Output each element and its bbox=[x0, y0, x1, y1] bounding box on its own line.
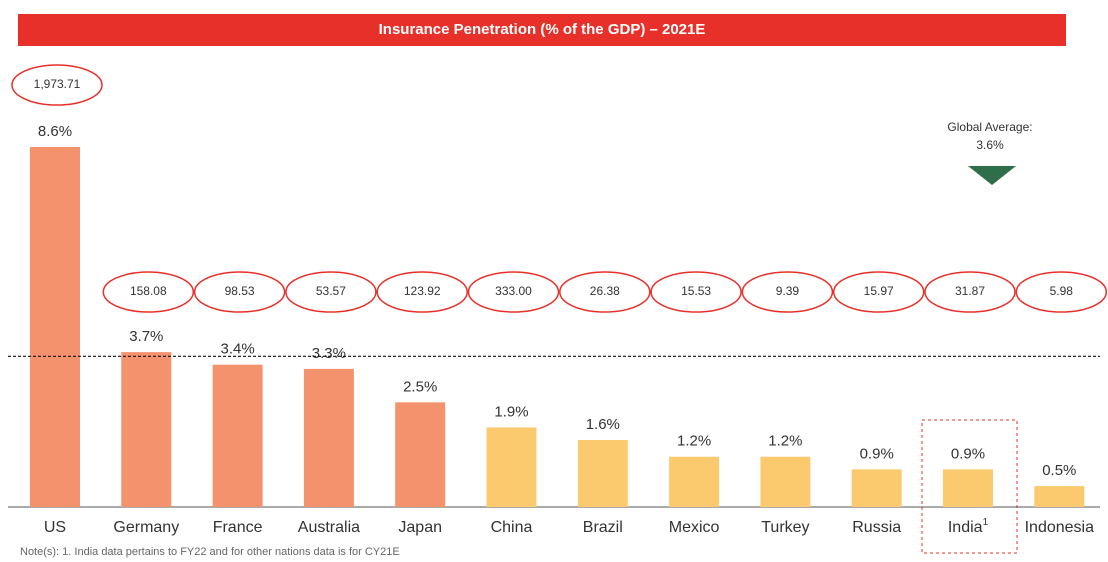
category-label: Russia bbox=[852, 519, 901, 536]
circled-label: 333.00 bbox=[495, 284, 532, 298]
value-label: 1.2% bbox=[677, 433, 711, 450]
footnote-mark: 1 bbox=[983, 517, 989, 528]
circled-label: 98.53 bbox=[225, 284, 255, 298]
x-tick-label: Brazil bbox=[583, 519, 623, 536]
category-label: US bbox=[44, 519, 66, 536]
circle-outline bbox=[193, 271, 286, 313]
circle-outline bbox=[1015, 271, 1108, 313]
circled-label: 1,973.71 bbox=[34, 77, 81, 91]
circle-outline bbox=[11, 64, 103, 106]
category-label: Indonesia bbox=[1025, 519, 1094, 536]
bar bbox=[212, 364, 263, 507]
circle-outline bbox=[832, 271, 925, 313]
x-tick-label: Mexico bbox=[669, 519, 720, 536]
title-bar bbox=[18, 14, 1066, 46]
circle-outline bbox=[559, 271, 651, 313]
bar bbox=[943, 469, 993, 507]
circle-outline bbox=[467, 271, 560, 313]
value-label: 3.4% bbox=[220, 341, 254, 358]
x-tick-label: Turkey bbox=[761, 519, 809, 536]
bar bbox=[30, 147, 80, 507]
value-label: 1.9% bbox=[494, 403, 528, 420]
circled-label: 158.08 bbox=[130, 284, 167, 298]
reference-marker bbox=[968, 166, 1016, 185]
category-label: China bbox=[491, 519, 533, 536]
category-label: Germany bbox=[113, 519, 179, 536]
category-label: Australia bbox=[298, 519, 360, 536]
category-label: Brazil bbox=[583, 519, 623, 536]
bar bbox=[851, 469, 902, 507]
circled-label: 31.87 bbox=[955, 284, 985, 298]
category-label: Japan bbox=[398, 519, 442, 536]
circle-outline bbox=[741, 271, 834, 313]
note: Note(s): 1. India data pertains to FY22 … bbox=[20, 546, 400, 558]
x-tick-label: Japan bbox=[398, 519, 442, 536]
circled-label: 53.57 bbox=[316, 284, 346, 298]
circled-label: 9.39 bbox=[776, 284, 800, 298]
bar bbox=[121, 352, 172, 507]
x-tick-label: US bbox=[44, 519, 66, 536]
reference-value: 3.6% bbox=[976, 138, 1004, 152]
value-label: 0.9% bbox=[860, 445, 894, 462]
category-label: India bbox=[948, 519, 983, 536]
circled-label: 123.92 bbox=[404, 284, 441, 298]
bar bbox=[760, 456, 811, 507]
value-label: 0.9% bbox=[951, 445, 985, 462]
circled-label: 15.53 bbox=[681, 284, 711, 298]
chart-title: Insurance Penetration (% of the GDP) – 2… bbox=[379, 21, 706, 38]
circle-outline bbox=[285, 271, 377, 313]
category-label: Mexico bbox=[669, 519, 720, 536]
bar bbox=[486, 427, 537, 507]
x-tick-label: Germany bbox=[113, 519, 179, 536]
category-label: France bbox=[213, 519, 263, 536]
circle-outline bbox=[102, 271, 195, 313]
bar bbox=[395, 402, 446, 507]
value-label: 8.6% bbox=[38, 123, 72, 140]
value-label: 3.3% bbox=[312, 345, 346, 362]
x-tick-label: France bbox=[213, 519, 263, 536]
x-tick-label: Australia bbox=[298, 519, 360, 536]
x-tick-label: China bbox=[491, 519, 533, 536]
category-label: Turkey bbox=[761, 519, 809, 536]
value-label: 2.5% bbox=[403, 378, 437, 395]
circled-label: 15.97 bbox=[864, 284, 894, 298]
value-label: 0.5% bbox=[1042, 462, 1076, 479]
value-label: 1.2% bbox=[768, 433, 802, 450]
circled-label: 5.98 bbox=[1050, 284, 1074, 298]
reference-label: Global Average: bbox=[947, 120, 1032, 134]
circle-outline bbox=[376, 271, 468, 313]
circle-outline bbox=[650, 271, 742, 313]
circle-outline bbox=[924, 271, 1016, 313]
x-tick-label: India1 bbox=[948, 517, 989, 537]
circled-label: 26.38 bbox=[590, 284, 620, 298]
value-label: 1.6% bbox=[586, 416, 620, 433]
bar bbox=[1034, 486, 1085, 507]
bar bbox=[303, 368, 354, 507]
x-tick-label: Indonesia bbox=[1025, 519, 1094, 536]
bar bbox=[669, 456, 720, 507]
x-tick-label: Russia bbox=[852, 519, 901, 536]
value-label: 3.7% bbox=[129, 328, 163, 345]
bar bbox=[577, 440, 628, 507]
